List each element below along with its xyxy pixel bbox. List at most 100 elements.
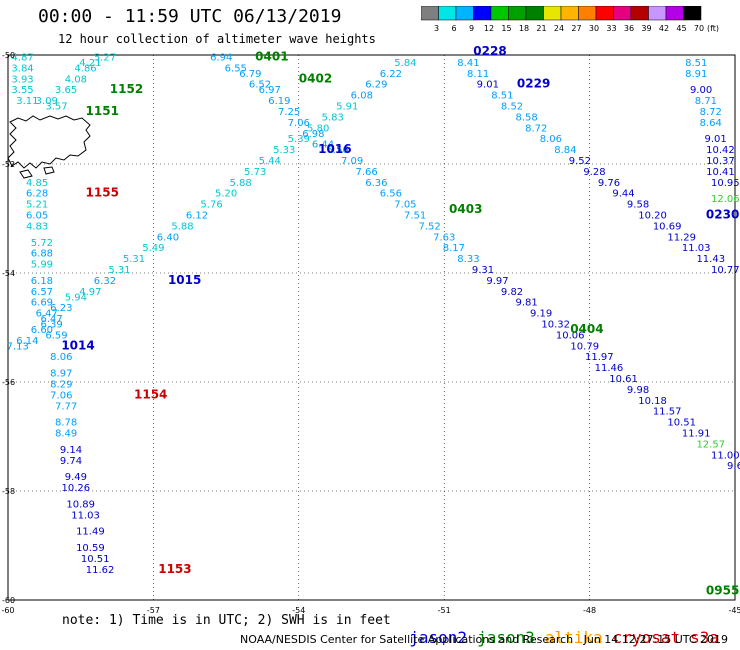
color-scale-bar: 3 6 9 12 15 18 21 24 27 30 33 36 39 42 45 70 (ft) (421, 6, 719, 32)
pass-label: 1151 (86, 104, 119, 118)
swh-value: 5.49 (142, 243, 164, 254)
swh-value: 7.06 (288, 118, 310, 129)
colorbar-tick-label: 6 (451, 24, 456, 32)
pass-label: 1015 (168, 273, 201, 287)
swh-value: 10.32 (541, 320, 570, 331)
lat-tick-label: -52 (2, 160, 15, 169)
swh-value: 6.57 (31, 287, 53, 298)
swh-value: 5.31 (108, 265, 130, 276)
swh-value: 6.18 (31, 276, 53, 287)
swh-value: 4.08 (65, 74, 87, 85)
swh-value: 9.6 (727, 461, 740, 472)
pass-label: 0403 (449, 202, 482, 216)
swh-value: 6.59 (45, 330, 67, 341)
swh-value: 6.56 (326, 145, 348, 156)
lon-tick-label: -57 (147, 606, 160, 615)
swh-value: 3.11 (16, 96, 38, 107)
swh-value: 10.51 (667, 418, 696, 429)
swh-value: 6.60 (31, 325, 53, 336)
falkland-islands-outline (7, 115, 91, 179)
swh-value: 5.91 (336, 102, 358, 113)
colorbar-tick-label: 21 (536, 24, 546, 32)
swh-value: 9.52 (569, 156, 591, 167)
colorbar-tick-label: 45 (676, 24, 686, 32)
swh-value: 8.11 (467, 69, 489, 80)
swh-value: 6.14 (16, 336, 38, 347)
swh-value: 10.69 (653, 221, 682, 232)
swh-value: 5.99 (31, 260, 53, 271)
swh-value: 4.21 (79, 58, 101, 69)
swh-value: 9.81 (515, 298, 537, 309)
swh-value: 7.52 (419, 221, 441, 232)
swh-value: 4.83 (26, 221, 48, 232)
colorbar-tick-label: 15 (501, 24, 511, 32)
swh-value: 8.72 (525, 123, 547, 134)
pass-label-layer: 1152 1151 1155 1015 1014 1154 1153 0401 0402 1016… (61, 44, 739, 598)
swh-value: 6.79 (239, 69, 261, 80)
swh-value: 11.46 (595, 363, 624, 374)
map-frame (7, 54, 736, 601)
pass-label: 0402 (299, 71, 332, 85)
swh-value: 10.61 (609, 374, 638, 385)
swh-value: 11.49 (76, 527, 105, 538)
swh-value: 6.40 (157, 232, 179, 243)
swh-value: 9.28 (583, 167, 605, 178)
pass-label: 0230 (706, 208, 739, 222)
swh-value: 8.51 (685, 58, 707, 69)
swh-value: 12.06 (711, 194, 740, 205)
swh-value: 10.89 (66, 499, 95, 510)
swh-value: 6.22 (380, 69, 402, 80)
swh-value: 9.74 (60, 456, 82, 467)
swh-value: 5.76 (200, 200, 222, 211)
satellite-legend: jason2 jason3 altika cryosat s3a (390, 609, 729, 647)
swh-value: 5.39 (288, 134, 310, 145)
swh-value: 10.79 (570, 341, 599, 352)
colorbar-tick-label: 33 (606, 24, 616, 32)
pass-label: 1152 (110, 82, 143, 96)
swh-value: 3.57 (45, 102, 67, 113)
swh-value: 9.19 (530, 309, 552, 320)
swh-value: 10.95 (711, 178, 740, 189)
legend-jason2: jason2 (409, 628, 468, 647)
colorbar-tick-label: 39 (641, 24, 651, 32)
pass-label: 1014 (61, 338, 94, 352)
swh-value: 10.51 (81, 554, 110, 565)
lon-tick-label: -45 (728, 606, 740, 615)
swh-value: 8.29 (50, 379, 72, 390)
swh-value: 10.18 (638, 396, 667, 407)
swh-value: 6.23 (50, 303, 72, 314)
lon-tick-label: -54 (292, 606, 305, 615)
pass-label: 0404 (570, 322, 603, 336)
colorbar-tick-label: 36 (624, 24, 634, 32)
axis-tick-layer: -60 -57 -54 -51 -48 -45 -50 -52 -54 -56 -58 -60 (1, 51, 740, 615)
colorbar-tick-label: 9 (469, 24, 474, 32)
pass-label: 1016 (318, 142, 351, 156)
swh-value: 8.84 (554, 145, 576, 156)
swh-value: 7.63 (433, 232, 455, 243)
lat-tick-label: -56 (2, 378, 15, 387)
swh-value: 3.84 (11, 63, 33, 74)
swh-value: 9.44 (612, 189, 634, 200)
swh-value: 9.01 (477, 80, 499, 91)
swh-value: 7.66 (356, 167, 378, 178)
colorbar-tick-label: 42 (659, 24, 669, 32)
swh-value: 4.87 (11, 52, 33, 63)
note-text: note: 1) Time is in UTC; 2) SWH is in fe… (62, 613, 391, 628)
swh-value: 5.88 (230, 178, 252, 189)
swh-value: 12.57 (696, 439, 725, 450)
swh-value: 10.41 (706, 167, 735, 178)
lon-tick-label: -48 (583, 606, 596, 615)
credit-footer: NOAA/NESDIS Center for Satellite Applica… (240, 633, 729, 646)
swh-value: 8.41 (457, 58, 479, 69)
swh-value: 6.32 (94, 276, 116, 287)
swh-value: 9.14 (60, 445, 82, 456)
swh-value: 6.98 (302, 129, 324, 140)
swh-value: 6.12 (186, 211, 208, 222)
legend-altika: altika (544, 628, 603, 647)
colorbar-tick-label: 24 (554, 24, 564, 32)
swh-value: 7.13 (7, 341, 29, 352)
swh-value: 11.43 (696, 254, 725, 265)
swh-value: 11.03 (682, 243, 711, 254)
colorbar-unit-label: (ft) (707, 24, 719, 32)
swh-value: 3.55 (11, 85, 33, 96)
